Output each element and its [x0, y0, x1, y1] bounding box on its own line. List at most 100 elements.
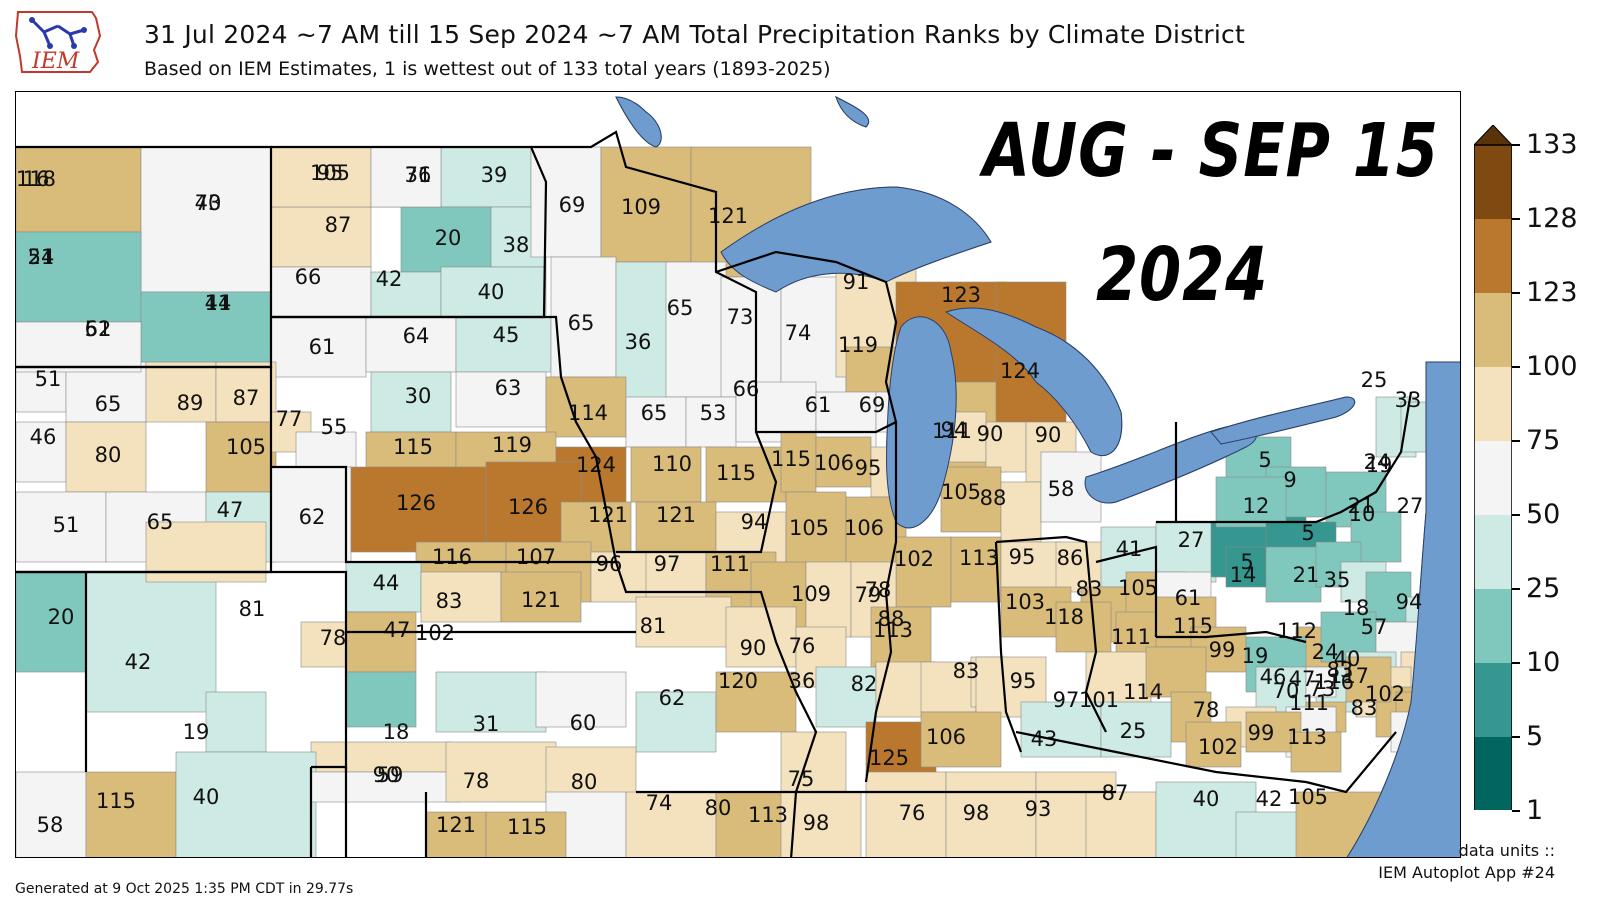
colorbar-tick-label: 133 — [1526, 129, 1578, 160]
district-fill — [175, 751, 317, 857]
district-fill — [1145, 646, 1207, 698]
district-rank-label: 80 — [95, 443, 122, 467]
district-rank-label: 97 — [1053, 688, 1080, 712]
district-rank-label: 65 — [95, 392, 122, 416]
district-fill — [345, 561, 422, 613]
chart-subtitle: Based on IEM Estimates, 1 is wettest out… — [144, 58, 831, 80]
district-rank-label: 5 — [1301, 521, 1314, 545]
district-rank-label: 27 — [1397, 494, 1424, 518]
district-fill — [1265, 546, 1322, 603]
district-fill — [625, 791, 717, 857]
district-fill — [1020, 701, 1102, 758]
district-rank-label: 115 — [1173, 614, 1213, 638]
logo-text: IEM — [31, 49, 80, 74]
colorbar-tick-mark — [1512, 292, 1520, 294]
district-rank-label: 51 — [53, 513, 80, 537]
district-rank-label: 61 — [805, 393, 832, 417]
district-rank-label: 70 — [195, 191, 222, 215]
district-rank-label: 87 — [233, 386, 260, 410]
district-rank-label: 18 — [383, 720, 410, 744]
district-fill — [16, 146, 142, 233]
district-fill — [815, 436, 872, 488]
district-fill — [1305, 666, 1337, 698]
colorbar-tick-label: 128 — [1526, 203, 1578, 234]
district-fill — [85, 771, 177, 857]
colorbar-tick-label: 25 — [1526, 573, 1561, 604]
district-rank-label: 65 — [641, 401, 668, 425]
district-rank-label: 111 — [932, 419, 972, 443]
district-rank-label: 102 — [894, 547, 934, 571]
district-rank-label: 80 — [571, 770, 598, 794]
district-fill — [270, 266, 372, 318]
district-rank-label: 14 — [205, 291, 232, 315]
district-rank-label: 47 — [1289, 667, 1316, 691]
district-rank-label: 106 — [844, 516, 884, 540]
district-rank-label: 90 — [977, 422, 1004, 446]
district-fill — [370, 371, 452, 433]
district-fill — [16, 321, 142, 373]
district-fill — [440, 266, 547, 318]
district-rank-label: 36 — [625, 330, 652, 354]
district-rank-label: 39 — [481, 163, 508, 187]
district-rank-label: 106 — [926, 725, 966, 749]
district-map: 16 43 51 41 52 105 36 39 87 20 38 66 42 40 69 109 121 61 6… — [16, 96, 1460, 857]
district-rank-label: 82 — [851, 672, 878, 696]
district-rank-label: 55 — [321, 415, 348, 439]
district-fill — [345, 671, 417, 728]
district-rank-label: 111 — [1289, 691, 1329, 715]
district-rank-label: 78 — [463, 769, 490, 793]
district-fill — [16, 231, 142, 323]
district-rank-label: 88 — [878, 607, 905, 631]
district-rank-label: 16 — [23, 167, 50, 191]
district-rank-label: 47 — [217, 498, 244, 522]
district-fill — [16, 571, 87, 673]
district-rank-label: 80 — [705, 796, 732, 820]
district-rank-label: 65 — [667, 296, 694, 320]
district-fill — [535, 671, 627, 728]
district-rank-label: 47 — [384, 618, 411, 642]
district-fill — [270, 316, 367, 378]
district-rank-label: 9 — [1283, 468, 1296, 492]
colorbar-tick-label: 123 — [1526, 277, 1578, 308]
overlay-year: 2024 — [1096, 232, 1269, 318]
district-rank-label: 123 — [941, 283, 981, 307]
district-rank-label: 105 — [226, 435, 266, 459]
district-fill — [635, 596, 732, 648]
district-rank-label: 95 — [855, 456, 882, 480]
colorbar-tick-label: 50 — [1526, 499, 1561, 530]
colorbar-tick-mark — [1512, 662, 1520, 664]
district-rank-label: 76 — [789, 634, 816, 658]
colorbar-tick-label: 5 — [1526, 721, 1544, 752]
district-rank-label: 74 — [785, 321, 812, 345]
district-rank-label: 97 — [654, 552, 681, 576]
colorbar-bin — [1474, 737, 1512, 810]
district-rank-label: 121 — [708, 204, 748, 228]
district-fill — [530, 146, 602, 258]
district-rank-label: 105 — [310, 161, 350, 185]
district-rank-label: 78 — [1193, 698, 1220, 722]
district-rank-label: 43 — [195, 191, 222, 215]
district-rank-label: 73 — [1309, 677, 1336, 701]
district-rank-label: 62 — [299, 505, 326, 529]
district-fill — [65, 421, 147, 493]
district-rank-label: 107 — [516, 545, 556, 569]
district-fill — [1000, 541, 1062, 593]
district-fill — [550, 256, 617, 378]
district-rank-label: 61 — [1175, 586, 1202, 610]
district-rank-label: 38 — [503, 233, 530, 257]
district-rank-label: 41 — [205, 291, 232, 315]
district-rank-label: 58 — [37, 813, 64, 837]
district-fill — [270, 206, 372, 268]
district-fill — [425, 811, 487, 857]
district-rank-label: 51 — [35, 367, 62, 391]
district-rank-label: 5 — [1258, 448, 1271, 472]
district-rank-label: 115 — [507, 815, 547, 839]
district-rank-label: 105 — [941, 480, 981, 504]
district-rank-label: 119 — [838, 333, 878, 357]
colorbar-tick-label: 1 — [1526, 795, 1544, 826]
district-fill — [370, 271, 442, 318]
district-rank-label: 19 — [183, 720, 210, 744]
district-rank-label: 35 — [1324, 568, 1351, 592]
district-fill — [485, 811, 567, 857]
district-fill — [270, 146, 372, 208]
